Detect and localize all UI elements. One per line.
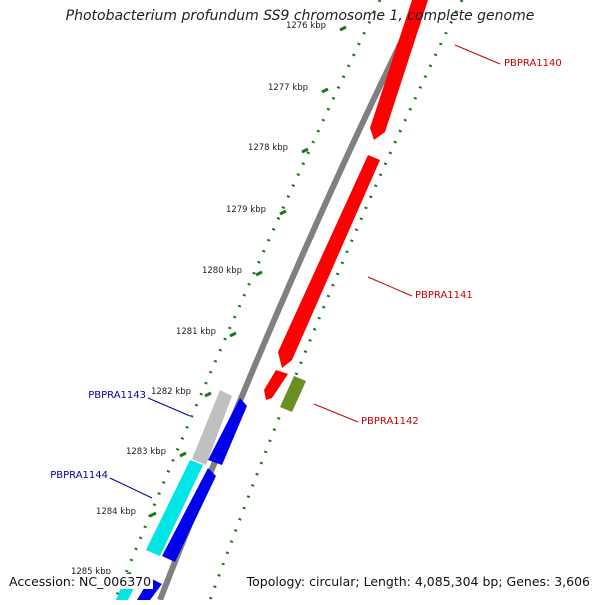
gene-arrow-blue-1 (208, 398, 247, 465)
tick-label: 1276 kbp (286, 21, 326, 31)
gene-callout-line (454, 44, 501, 65)
gene-label: PBPRA1140 (504, 58, 562, 69)
gene-label: PBPRA1141 (415, 290, 473, 301)
accession-text: Accession: NC_006370 (7, 574, 154, 589)
tick-mark (149, 511, 157, 518)
tick-mark (279, 209, 287, 216)
gene-arrow-blue-3 (137, 578, 162, 600)
gene-callout-line (367, 276, 413, 297)
gene-arrow-pbpra1140 (370, 0, 428, 140)
gene-arrow-small-forward (264, 370, 288, 400)
tick-label: 1283 kbp (126, 447, 166, 457)
gene-arrow-pbpra1141 (278, 155, 380, 368)
tick-label: 1280 kbp (202, 266, 242, 276)
gene-label: PBPRA1144 (50, 470, 108, 481)
gene-arrow-pbpra1142 (280, 376, 306, 412)
genome-summary-text: Topology: circular; Length: 4,085,304 bp… (244, 574, 592, 589)
gene-callout-line (147, 397, 191, 417)
tick-mark (179, 451, 187, 458)
tick-mark (321, 87, 329, 94)
gene-arrow-pbpra1143 (192, 390, 232, 465)
ruler-track-outer (113, 0, 382, 601)
tick-label: 1279 kbp (226, 205, 266, 215)
tick-label: 1277 kbp (268, 83, 308, 93)
gene-callout-line (109, 477, 153, 499)
tick-mark (339, 25, 347, 32)
tick-mark (255, 270, 263, 277)
gene-label: PBPRA1143 (88, 390, 146, 401)
tick-label: 1278 kbp (248, 143, 288, 153)
tick-label: 1281 kbp (176, 327, 216, 337)
tick-label: 1285 kbp (71, 567, 111, 577)
tick-mark (229, 331, 237, 338)
page-title: Photobacterium profundum SS9 chromosome … (65, 8, 535, 24)
gene-arrow-blue-2 (162, 468, 216, 562)
gene-callout-line (313, 403, 359, 423)
tick-mark (204, 391, 212, 398)
tick-label: 1282 kbp (151, 387, 191, 397)
gene-label: PBPRA1142 (361, 416, 419, 427)
tick-mark (301, 147, 309, 154)
ruler-track-inner (208, 0, 464, 601)
tick-label: 1284 kbp (96, 507, 136, 517)
gene-arrow-pbpra1144 (146, 460, 203, 556)
